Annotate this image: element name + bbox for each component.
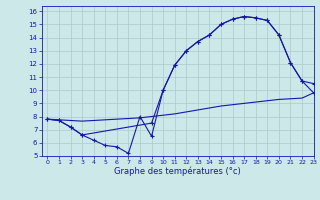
X-axis label: Graphe des températures (°c): Graphe des températures (°c) xyxy=(114,167,241,176)
